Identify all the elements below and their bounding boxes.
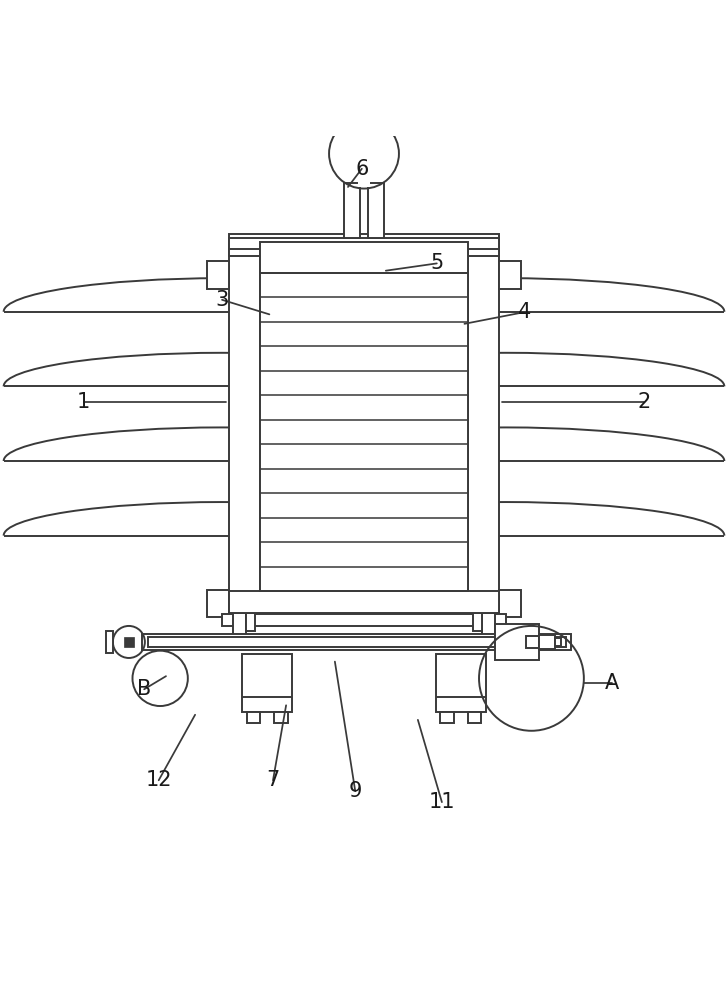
Bar <box>229 234 499 256</box>
Bar <box>468 712 481 723</box>
Bar <box>260 242 468 591</box>
Bar <box>124 637 134 647</box>
Bar <box>246 613 256 631</box>
Text: 11: 11 <box>429 792 455 812</box>
Bar <box>368 183 384 238</box>
Text: 6: 6 <box>355 159 368 179</box>
Bar <box>142 634 571 650</box>
Text: 3: 3 <box>215 290 229 310</box>
Bar <box>229 249 260 598</box>
Text: 5: 5 <box>430 253 443 273</box>
Text: 7: 7 <box>266 770 280 790</box>
Bar <box>106 631 113 653</box>
Bar <box>247 712 260 723</box>
Bar <box>233 613 246 643</box>
Bar <box>468 249 499 598</box>
Bar <box>260 242 468 273</box>
Bar <box>472 613 482 631</box>
Bar <box>344 183 360 238</box>
Bar <box>207 261 229 289</box>
Text: 9: 9 <box>349 781 362 801</box>
Bar <box>242 654 292 712</box>
Bar <box>499 590 521 617</box>
Text: 4: 4 <box>518 302 531 322</box>
Bar <box>499 261 521 289</box>
Bar <box>440 712 454 723</box>
Text: 2: 2 <box>638 392 651 412</box>
Text: 12: 12 <box>146 770 172 790</box>
Bar <box>526 636 539 648</box>
Bar <box>495 624 539 660</box>
Bar <box>229 238 499 249</box>
Text: 1: 1 <box>77 392 90 412</box>
Bar <box>482 613 495 643</box>
Bar <box>436 654 486 712</box>
Bar <box>555 638 561 646</box>
Bar <box>207 590 229 617</box>
Bar <box>539 635 555 649</box>
Bar <box>222 614 506 626</box>
Text: A: A <box>604 673 619 693</box>
Bar <box>274 712 288 723</box>
Bar <box>358 169 370 187</box>
Bar <box>229 591 499 613</box>
Bar <box>148 637 566 647</box>
Text: B: B <box>137 679 151 699</box>
